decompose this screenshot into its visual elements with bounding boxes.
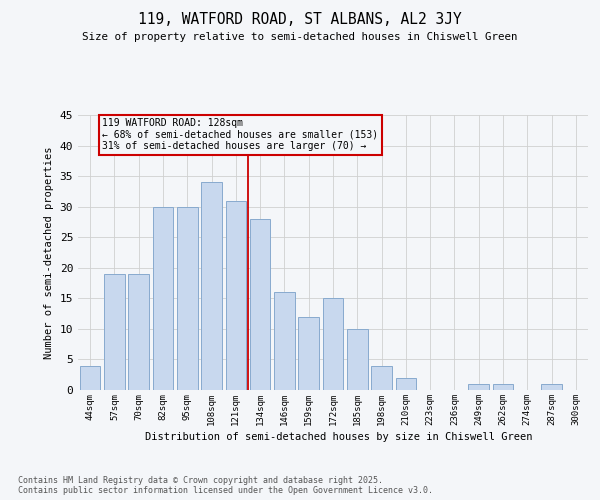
Bar: [226, 200, 246, 390]
Bar: [493, 384, 514, 390]
Text: 119, WATFORD ROAD, ST ALBANS, AL2 3JY: 119, WATFORD ROAD, ST ALBANS, AL2 3JY: [138, 12, 462, 28]
Bar: [395, 378, 416, 390]
Y-axis label: Number of semi-detached properties: Number of semi-detached properties: [44, 146, 54, 359]
Bar: [128, 274, 149, 390]
Bar: [152, 206, 173, 390]
Bar: [177, 206, 197, 390]
Bar: [201, 182, 222, 390]
Text: 119 WATFORD ROAD: 128sqm
← 68% of semi-detached houses are smaller (153)
31% of : 119 WATFORD ROAD: 128sqm ← 68% of semi-d…: [102, 118, 379, 152]
Bar: [347, 329, 368, 390]
Bar: [298, 316, 319, 390]
Bar: [323, 298, 343, 390]
Bar: [371, 366, 392, 390]
Bar: [541, 384, 562, 390]
Text: Distribution of semi-detached houses by size in Chiswell Green: Distribution of semi-detached houses by …: [145, 432, 533, 442]
Text: Size of property relative to semi-detached houses in Chiswell Green: Size of property relative to semi-detach…: [82, 32, 518, 42]
Bar: [274, 292, 295, 390]
Bar: [469, 384, 489, 390]
Bar: [104, 274, 125, 390]
Bar: [80, 366, 100, 390]
Text: Contains HM Land Registry data © Crown copyright and database right 2025.
Contai: Contains HM Land Registry data © Crown c…: [18, 476, 433, 495]
Bar: [250, 219, 271, 390]
